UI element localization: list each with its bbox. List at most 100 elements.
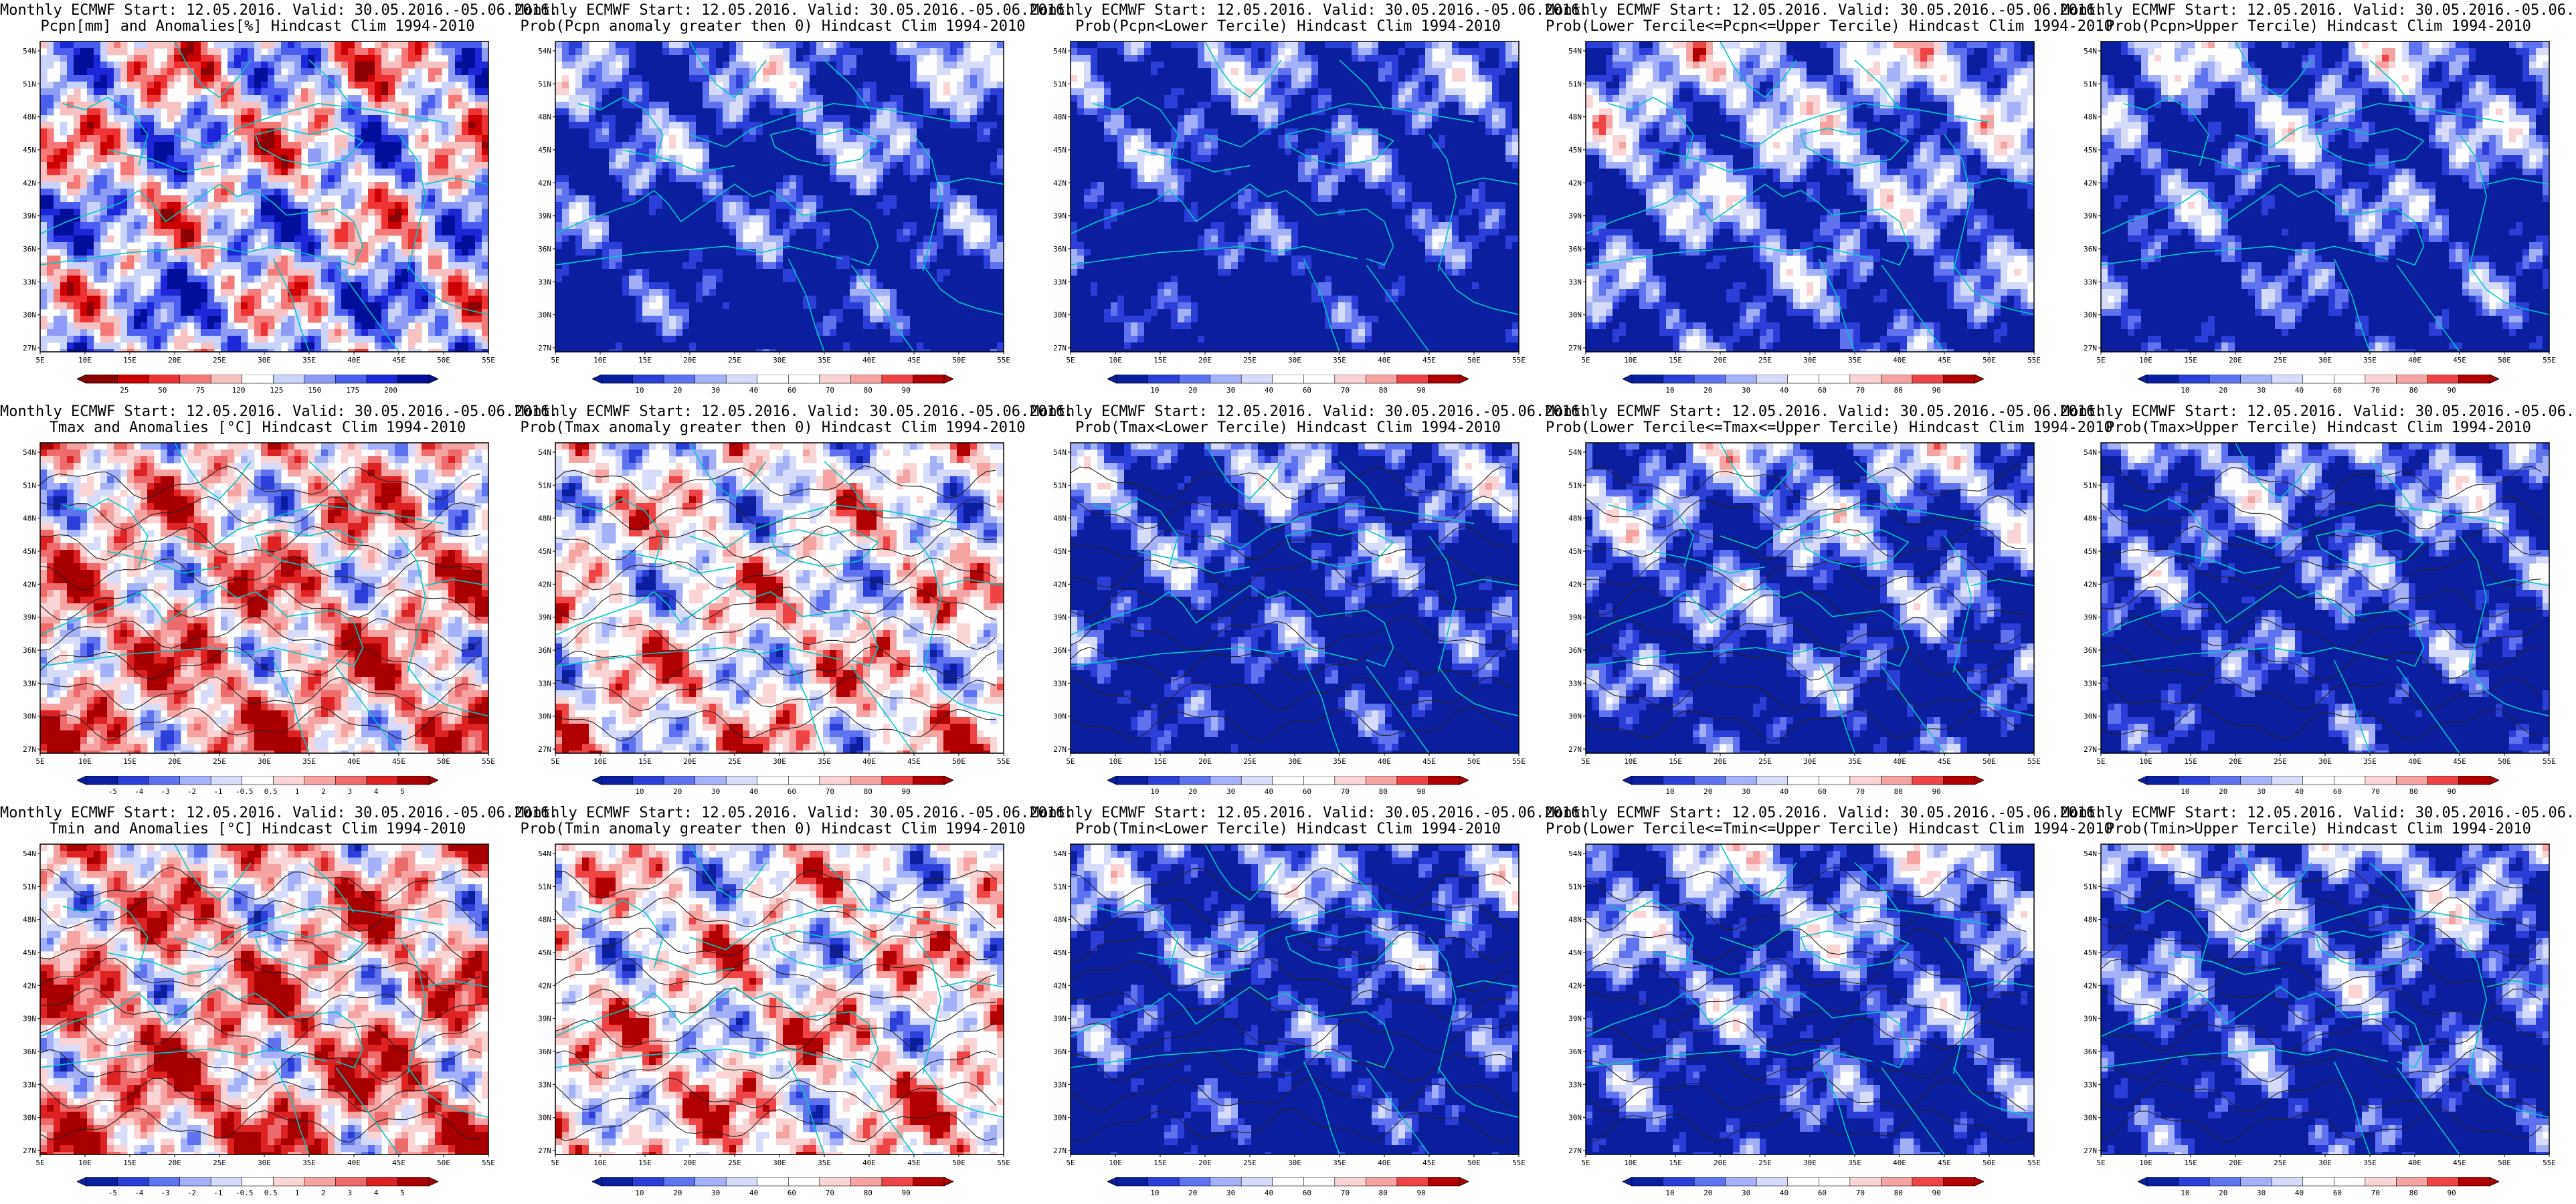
contour-line xyxy=(1586,587,2027,621)
colorbar-swatch xyxy=(1881,1177,1913,1187)
colorbar-swatch xyxy=(1272,1177,1304,1187)
colorbar-legend: 10 20 30 40 60 70 80 90 xyxy=(1107,375,1469,395)
colorbar-legend: 10 20 30 40 60 70 80 90 xyxy=(592,1177,953,1197)
lon-tick-label: 5E xyxy=(35,1159,44,1167)
lon-tick-label: 30E xyxy=(1803,757,1817,766)
colorbar-legend: 10 20 30 40 60 70 80 90 xyxy=(1107,1177,1469,1197)
colorbar-swatch xyxy=(397,375,430,384)
colorbar-tip-low xyxy=(2138,776,2148,785)
field-shading xyxy=(40,844,488,1155)
colorbar-tick-label: 75 xyxy=(196,386,205,395)
lat-tick-label: 33N xyxy=(1053,679,1067,688)
colorbar-tick-label: 40 xyxy=(1780,386,1788,395)
colorbar-tick-label: 70 xyxy=(826,787,834,796)
colorbar-tick-label: 60 xyxy=(1303,787,1311,796)
lat-tick-label: 36N xyxy=(2084,245,2097,254)
contour-line xyxy=(1071,926,1511,963)
colorbar-swatch xyxy=(2209,1177,2241,1187)
colorbar-tick-label: -0.5 xyxy=(236,1189,254,1197)
colorbar-tip-high xyxy=(2489,1177,2499,1187)
colorbar-tick-label: -4 xyxy=(134,1189,144,1197)
lon-tick-label: 55E xyxy=(2027,757,2041,766)
lon-tick-label: 20E xyxy=(2229,757,2242,766)
panel-title-line1: Monthly ECMWF Start: 12.05.2016. Valid: … xyxy=(2061,805,2576,821)
lat-tick-label: 36N xyxy=(1568,245,1582,254)
lon-tick-label: 5E xyxy=(1581,356,1590,365)
lat-tick-label: 42N xyxy=(1053,981,1067,990)
field-shading xyxy=(40,41,488,352)
isotherm-contours xyxy=(1071,867,1511,1143)
lat-tick-label: 48N xyxy=(2084,113,2097,122)
contour-line xyxy=(40,466,481,500)
lon-tick-label: 55E xyxy=(2027,356,2041,365)
contour-line xyxy=(2101,676,2542,711)
lon-tick-label: 20E xyxy=(683,356,697,365)
colorbar-tip-low xyxy=(1107,1177,1117,1187)
colorbar-swatch xyxy=(1881,776,1913,785)
lon-tick-label: 20E xyxy=(1198,356,1212,365)
colorbar-swatch xyxy=(148,375,181,384)
colorbar-swatch xyxy=(272,375,305,384)
colorbar-tick-label: 80 xyxy=(1894,1189,1903,1197)
lat-tick-label: 36N xyxy=(538,245,551,254)
contour-line xyxy=(1071,987,1511,1023)
lon-tick-label: 50E xyxy=(952,1159,965,1167)
colorbar-swatch xyxy=(2271,375,2304,384)
contour-line xyxy=(40,555,481,591)
lat-tick-label: 42N xyxy=(2084,981,2097,990)
colorbar-legend: 10 20 30 40 60 70 80 90 xyxy=(2138,375,2499,395)
contour-line xyxy=(555,465,996,501)
colorbar-tick-label: 80 xyxy=(1379,787,1388,796)
colorbar-swatch xyxy=(242,776,274,785)
colorbar-swatch xyxy=(86,1177,118,1187)
colorbar-tick-label: 40 xyxy=(1265,1189,1273,1197)
lon-tick-label: 45E xyxy=(1938,356,1951,365)
lat-tick-label: 51N xyxy=(1053,882,1067,891)
colorbar-swatch xyxy=(179,375,211,384)
colorbar-tick-label: 0.5 xyxy=(264,1189,278,1197)
colorbar-swatch xyxy=(1818,776,1851,785)
lat-tick-label: 36N xyxy=(1568,646,1582,655)
colorbar-swatch xyxy=(1366,776,1398,785)
isotherm-contours xyxy=(1586,867,2027,1142)
lat-tick-label: 39N xyxy=(1568,613,1582,622)
colorbar-swatch xyxy=(1756,776,1788,785)
colorbar-swatch xyxy=(2178,375,2210,384)
panel-title-line1: Monthly ECMWF Start: 12.05.2016. Valid: … xyxy=(1030,3,1588,19)
lon-tick-label: 40E xyxy=(1378,1159,1391,1167)
lat-tick-label: 30N xyxy=(538,712,551,721)
field-shading xyxy=(1071,443,1519,753)
lon-tick-label: 45E xyxy=(2453,1159,2466,1167)
contour-line xyxy=(40,585,481,621)
colorbar-swatch xyxy=(881,1177,914,1187)
map-plot: 5E 10E 15E 20E 25E 30E 35E 40E 45E 50E 55E 54N 51N 48… xyxy=(2084,442,2556,766)
lon-tick-label: 30E xyxy=(258,757,271,766)
lat-tick-label: 42N xyxy=(23,981,36,990)
colorbar-tick-label: 60 xyxy=(1303,1189,1311,1197)
colorbar-tip-low xyxy=(1623,1177,1633,1187)
contour-line xyxy=(1071,957,1511,993)
colorbar-tick-label: 70 xyxy=(2371,1189,2380,1197)
lat-tick-label: 48N xyxy=(538,514,551,523)
colorbar-swatch xyxy=(2427,375,2460,384)
colorbar-swatch xyxy=(913,776,945,785)
lat-tick-label: 27N xyxy=(2084,344,2097,353)
lat-tick-label: 39N xyxy=(538,212,551,221)
colorbar-tick-label: 2 xyxy=(321,787,326,796)
lon-tick-label: 50E xyxy=(2498,356,2511,365)
colorbar-swatch xyxy=(2146,1177,2179,1187)
map-plot: 5E 10E 15E 20E 25E 30E 35E 40E 45E 50E 55E 54N 51N 48… xyxy=(23,843,495,1167)
lat-tick-label: 30N xyxy=(1053,712,1067,721)
lon-tick-label: 45E xyxy=(392,757,405,766)
colorbar-swatch xyxy=(242,1177,274,1187)
colorbar-swatch xyxy=(1428,776,1460,785)
lat-tick-label: 51N xyxy=(23,80,36,88)
contour-line xyxy=(2101,616,2542,651)
lon-tick-label: 35E xyxy=(1848,1159,1861,1167)
contour-line xyxy=(2101,466,2542,500)
colorbar-tick-label: 20 xyxy=(1188,386,1197,395)
lon-tick-label: 15E xyxy=(1669,757,1682,766)
coastlines xyxy=(555,443,1004,753)
lon-tick-label: 20E xyxy=(168,757,181,766)
lon-tick-label: 30E xyxy=(2318,1159,2332,1167)
